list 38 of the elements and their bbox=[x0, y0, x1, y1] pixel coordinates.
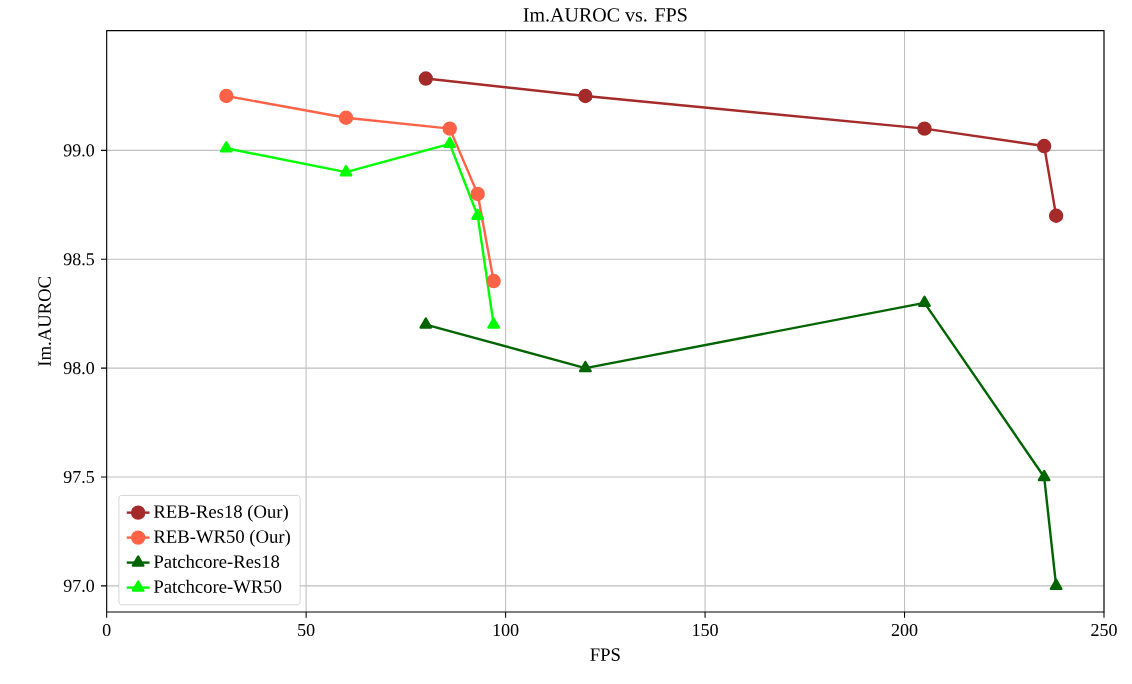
point bbox=[1049, 578, 1063, 591]
x-tick-label: 100 bbox=[493, 623, 519, 637]
point bbox=[470, 186, 485, 202]
x-tick-label: 50 bbox=[298, 623, 315, 637]
point bbox=[338, 110, 354, 125]
point bbox=[419, 317, 433, 329]
y-tick-label: 97.5 bbox=[63, 470, 95, 484]
point bbox=[339, 164, 353, 177]
point bbox=[917, 121, 932, 136]
point bbox=[443, 136, 457, 149]
y-tick-label: 97.0 bbox=[63, 579, 95, 592]
point bbox=[1037, 469, 1051, 482]
point bbox=[442, 121, 457, 136]
y-tick-label: 98.0 bbox=[63, 362, 95, 375]
x-tick-label: 150 bbox=[693, 623, 718, 637]
point bbox=[418, 71, 434, 86]
point bbox=[219, 88, 234, 104]
point bbox=[1048, 208, 1064, 223]
point bbox=[487, 317, 501, 329]
point bbox=[1036, 138, 1052, 154]
x-tick-label: 0 bbox=[102, 623, 111, 637]
chart-title: Im.AUROC vs. FPS bbox=[523, 8, 687, 22]
x-tick-label: 200 bbox=[891, 623, 918, 637]
point bbox=[578, 360, 592, 373]
y-tick-label: 98.5 bbox=[63, 253, 95, 266]
legend-label: REB-WR50 (Our) bbox=[153, 529, 290, 547]
x-tick-label: 250 bbox=[1091, 623, 1117, 637]
point bbox=[918, 295, 931, 308]
legend-label: REB-Res18 (Our) bbox=[153, 504, 288, 522]
point bbox=[486, 273, 501, 289]
point bbox=[578, 88, 593, 104]
y-tick-label: 99.0 bbox=[63, 144, 95, 157]
legend-label: Patchcore-Res18 bbox=[153, 554, 280, 568]
point bbox=[219, 141, 233, 153]
x-axis-title: FPS bbox=[590, 648, 620, 661]
point bbox=[471, 208, 485, 220]
y-axis-title: Im.AUROC bbox=[38, 276, 51, 367]
legend-label: Patchcore-WR50 bbox=[153, 579, 282, 594]
